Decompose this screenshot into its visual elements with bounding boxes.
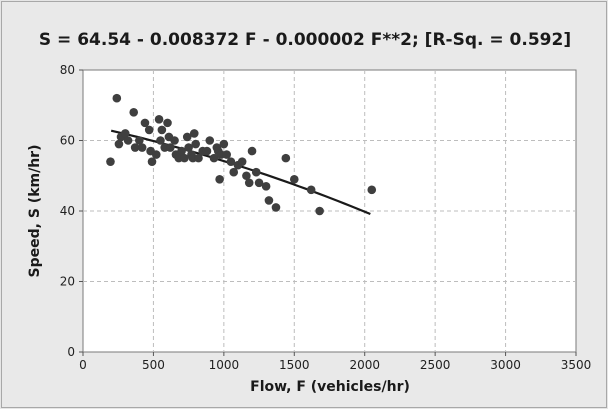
data-point	[261, 182, 271, 191]
data-point	[106, 157, 115, 166]
data-point	[184, 143, 193, 152]
data-point	[315, 206, 324, 216]
data-point	[180, 153, 189, 163]
y-tick-label: 0	[67, 345, 75, 359]
data-point	[182, 132, 192, 142]
x-tick-label: 500	[142, 358, 165, 372]
y-axis-label: Speed, S (km/hr)	[27, 145, 43, 278]
x-tick-label: 3500	[561, 358, 592, 372]
data-point	[254, 178, 264, 188]
data-point	[191, 139, 200, 149]
data-point	[137, 143, 147, 152]
x-tick-label: 1000	[209, 358, 240, 372]
x-tick-label: 2000	[349, 358, 380, 372]
data-point	[209, 153, 219, 163]
data-point	[242, 171, 251, 181]
data-point	[189, 129, 199, 138]
data-point	[170, 136, 179, 145]
data-point	[247, 146, 257, 156]
data-point	[177, 146, 186, 156]
data-point	[229, 167, 239, 177]
data-point	[194, 153, 203, 163]
data-point	[367, 185, 377, 195]
y-tick-label: 60	[60, 134, 75, 148]
gridlines	[83, 70, 576, 352]
data-points	[106, 93, 377, 216]
data-point	[129, 108, 139, 117]
data-point	[306, 185, 316, 195]
data-point	[205, 136, 215, 145]
data-point	[140, 118, 150, 128]
data-point	[123, 136, 133, 145]
data-point	[147, 157, 157, 166]
data-point	[130, 143, 140, 152]
data-point	[289, 174, 299, 184]
data-point	[157, 125, 167, 135]
x-tick-label: 3000	[490, 358, 521, 372]
y-tick-label: 20	[60, 275, 75, 289]
data-point	[120, 129, 130, 138]
data-point	[163, 118, 172, 128]
x-tick-label: 0	[79, 358, 87, 372]
chart-title: S = 64.54 - 0.008372 F - 0.000002 F**2; …	[39, 30, 571, 50]
data-point	[135, 136, 144, 145]
y-tick-label: 80	[60, 63, 75, 77]
data-point	[156, 136, 165, 145]
y-tick-label: 40	[60, 204, 75, 218]
data-point	[219, 139, 229, 149]
data-point	[271, 203, 281, 212]
data-point	[215, 174, 224, 184]
data-point	[154, 115, 164, 124]
data-point	[281, 153, 291, 163]
data-point	[202, 146, 212, 156]
data-point	[251, 167, 261, 177]
data-point	[237, 157, 247, 166]
data-point	[222, 150, 231, 159]
data-point	[144, 125, 154, 135]
data-point	[114, 139, 124, 149]
tick-labels: 0 500 1000 1500 2000 2500 3000 3500 0 20 40 60 80	[60, 63, 592, 372]
axes	[79, 69, 577, 356]
data-point	[151, 150, 161, 159]
x-axis-label: Flow, F (vehicles/hr)	[250, 379, 410, 395]
data-point	[166, 143, 175, 152]
x-tick-label: 2500	[420, 358, 451, 372]
data-point	[264, 196, 274, 205]
data-point	[112, 93, 122, 103]
data-point	[226, 157, 236, 166]
x-tick-label: 1500	[279, 358, 310, 372]
data-point	[244, 178, 254, 188]
